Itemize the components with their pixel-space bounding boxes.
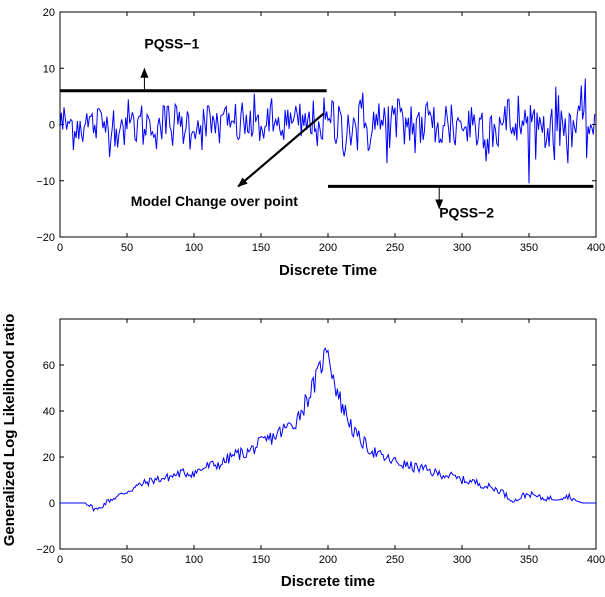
top-y-tick-label: 10 (43, 63, 55, 75)
top-x-tick-label: 150 (252, 242, 270, 254)
glr-line (60, 347, 596, 513)
top-x-tick-label: 350 (520, 242, 538, 254)
bottom-x-tick-label: 150 (252, 554, 270, 566)
top-x-ticks: 0 50 100 150 200 250 300 350 400 (57, 12, 605, 254)
top-signal-line (60, 78, 596, 184)
bottom-y-tick-label: −20 (36, 544, 55, 556)
top-y-ticks: −20 −10 0 10 20 (36, 7, 596, 244)
pqss2-label: PQSS−2 (439, 204, 494, 220)
top-x-tick-label: 250 (386, 242, 404, 254)
model-change-label: Model Change over point (131, 193, 299, 209)
top-y-tick-label: −20 (36, 232, 55, 244)
bottom-x-tick-label: 50 (121, 554, 133, 566)
top-x-tick-label: 50 (121, 242, 133, 254)
top-x-tick-label: 300 (453, 242, 471, 254)
top-y-tick-label: 0 (49, 120, 55, 132)
bottom-y-tick-label: 40 (43, 406, 55, 418)
top-x-tick-label: 400 (587, 242, 605, 254)
bottom-x-tick-label: 200 (319, 554, 337, 566)
pqss1-label: PQSS−1 (144, 36, 199, 52)
change-point-arrow (237, 112, 325, 188)
bottom-y-tick-label: 0 (49, 498, 55, 510)
bottom-x-axis-label: Discrete time (281, 573, 375, 590)
y-axis-label: Generalized Log Likelihood ratio (1, 314, 18, 547)
bottom-x-tick-label: 0 (57, 554, 63, 566)
top-x-tick-label: 0 (57, 242, 63, 254)
top-x-tick-label: 200 (319, 242, 337, 254)
bottom-y-tick-label: 20 (43, 452, 55, 464)
top-panel: 0 50 100 150 200 250 300 350 400 −20 −10 0 10 20 PQS… (36, 7, 605, 279)
bottom-x-ticks: 0 50 100 150 200 250 300 350 400 (57, 319, 605, 566)
bottom-y-ticks: −20 0 20 40 60 (36, 360, 596, 556)
top-y-tick-label: −10 (36, 176, 55, 188)
bottom-x-tick-label: 350 (520, 554, 538, 566)
top-x-tick-label: 100 (185, 242, 203, 254)
bottom-x-tick-label: 300 (453, 554, 471, 566)
top-x-axis-label: Discrete Time (279, 262, 377, 279)
bottom-plot-area (59, 318, 597, 550)
bottom-y-tick-label: 60 (43, 360, 55, 372)
top-y-tick-label: 20 (43, 7, 55, 19)
bottom-x-tick-label: 400 (587, 554, 605, 566)
bottom-x-tick-label: 100 (185, 554, 203, 566)
bottom-x-tick-label: 250 (386, 554, 404, 566)
